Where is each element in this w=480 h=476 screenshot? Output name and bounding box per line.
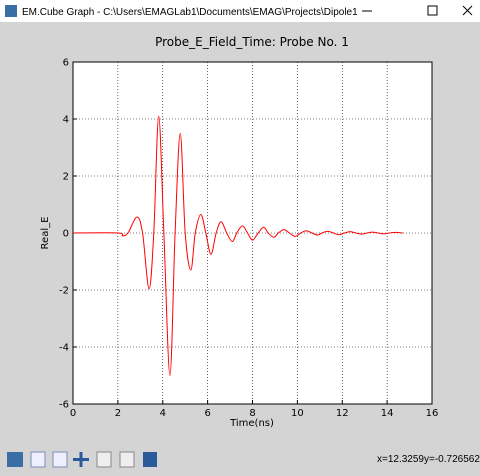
back-button[interactable] <box>30 451 46 468</box>
x-tick-label: 4 <box>160 408 166 419</box>
subplots-button[interactable] <box>119 451 135 468</box>
y-tick-label: -4 <box>59 343 69 354</box>
y-axis-label: Real_E <box>40 217 51 250</box>
x-tick-label: 14 <box>381 408 394 419</box>
status-x: x=12.3259 <box>377 454 424 465</box>
x-tick-label: 16 <box>426 408 439 419</box>
y-tick-label: 0 <box>63 229 69 240</box>
zoom-button[interactable] <box>96 451 112 468</box>
y-tick-label: 2 <box>63 172 69 183</box>
save-button[interactable] <box>143 452 157 467</box>
x-tick-label: 8 <box>249 408 255 419</box>
x-tick-label: 12 <box>336 408 349 419</box>
home-button[interactable] <box>7 452 23 467</box>
pan-button[interactable] <box>73 452 89 467</box>
x-tick-label: 2 <box>115 408 121 419</box>
title-bar <box>0 0 480 22</box>
chart-title: Probe_E_Field_Time: Probe No. 1 <box>155 35 349 49</box>
window-title: EM.Cube Graph - C:\Users\EMAGLab1\Docume… <box>22 7 358 18</box>
app-icon <box>5 5 17 17</box>
close-button[interactable] <box>462 5 473 16</box>
x-axis-label: Time(ns) <box>229 418 274 429</box>
x-tick-label: 6 <box>204 408 210 419</box>
x-tick-label: 10 <box>291 408 304 419</box>
forward-button[interactable] <box>52 451 68 468</box>
y-tick-label: 4 <box>63 115 69 126</box>
x-tick-label: 0 <box>70 408 76 419</box>
y-tick-label: 6 <box>63 58 69 69</box>
toolbar-buttons <box>7 451 157 468</box>
data-line <box>72 115 403 377</box>
maximize-button[interactable] <box>427 5 438 16</box>
status-y: y=-0.726562 <box>424 454 480 465</box>
y-tick-label: -6 <box>59 400 69 411</box>
y-tick-label: -2 <box>59 286 69 297</box>
